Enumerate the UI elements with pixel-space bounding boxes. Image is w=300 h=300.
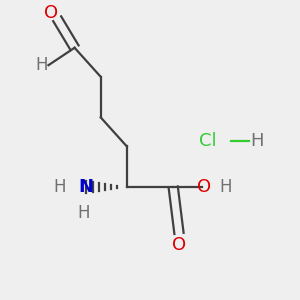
Text: H: H bbox=[77, 204, 89, 222]
Text: N: N bbox=[79, 178, 94, 196]
Text: H: H bbox=[54, 178, 66, 196]
Text: H: H bbox=[219, 178, 232, 196]
Text: H: H bbox=[250, 132, 264, 150]
Text: Cl: Cl bbox=[199, 132, 217, 150]
Text: O: O bbox=[172, 236, 186, 254]
Text: O: O bbox=[196, 178, 211, 196]
Text: H: H bbox=[35, 56, 47, 74]
Text: O: O bbox=[44, 4, 58, 22]
